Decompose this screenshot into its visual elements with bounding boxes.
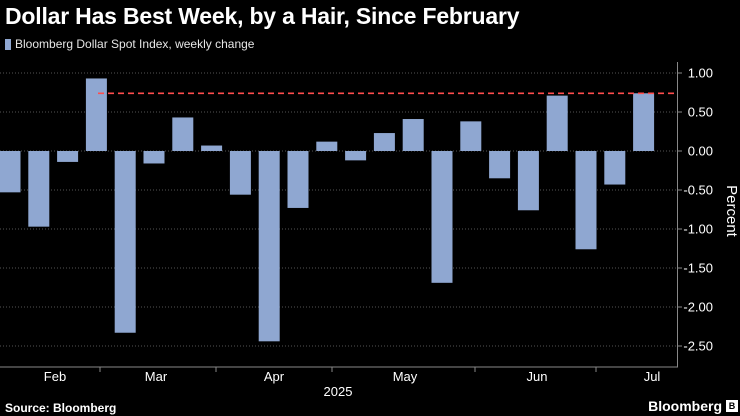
bar [258,151,280,342]
bar [431,151,453,283]
axes: 1.00 0.50 0.00 -0.50 -1.00 -1.50 -2.00 -2.50 Feb… [0,62,740,399]
x-tick-label: Jun [527,369,548,384]
y-tick-label: -1.50 [683,261,713,276]
bar [489,151,511,179]
bars [0,78,655,342]
bar [373,133,395,151]
bar [633,93,655,151]
bar [345,151,367,161]
bar [201,145,223,151]
bar [229,151,251,195]
y-tick-label: 1.00 [688,66,713,81]
x-tick-label: May [393,369,418,384]
source-note: Source: Bloomberg [5,401,117,415]
y-tick-label: -1.00 [683,222,713,237]
bar [172,117,194,151]
bar [316,141,338,151]
chart-legend: Bloomberg Dollar Spot Index, weekly chan… [5,37,254,51]
bar [575,151,597,250]
legend-label: Bloomberg Dollar Spot Index, weekly chan… [15,37,255,51]
bar [460,121,482,151]
x-tick-label: Jul [644,369,661,384]
bar [0,151,21,193]
y-tick-label: -2.50 [683,339,713,354]
bar [402,119,424,151]
x-tick-label: Mar [145,369,168,384]
brand-mark-icon: B [726,400,738,412]
y-axis-label: Percent [723,185,740,238]
bar [143,151,165,164]
bar [57,151,79,162]
bar [28,151,50,227]
bar [287,151,309,208]
x-tick-label: Feb [44,369,66,384]
bar [85,78,107,151]
y-tick-label: -0.50 [683,183,713,198]
chart-title: Dollar Has Best Week, by a Hair, Since F… [5,3,520,29]
bar [114,151,136,333]
legend-swatch [5,38,11,50]
bar [546,95,568,151]
y-tick-label: 0.50 [688,105,713,120]
y-tick-label: 0.00 [688,144,713,159]
bar [517,151,539,211]
x-axis-label: 2025 [324,384,353,399]
bar [604,151,626,185]
brand-logo-text: Bloomberg [648,398,722,414]
y-tick-label: -2.00 [683,300,713,315]
x-tick-label: Apr [264,369,285,384]
